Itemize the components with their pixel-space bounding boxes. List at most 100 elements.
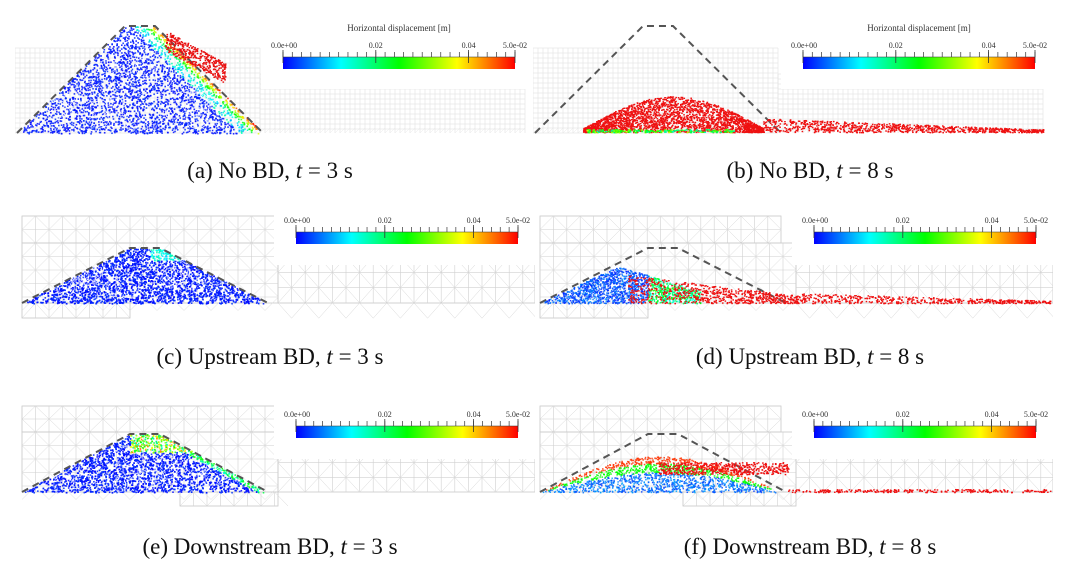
particle bbox=[156, 126, 159, 129]
particle bbox=[96, 128, 99, 131]
particle bbox=[613, 120, 615, 122]
particle bbox=[178, 51, 181, 54]
particle bbox=[630, 126, 632, 129]
particle bbox=[705, 116, 708, 119]
particle bbox=[176, 103, 178, 106]
particle bbox=[89, 81, 92, 84]
particle bbox=[241, 124, 244, 126]
particle bbox=[100, 93, 103, 95]
particle bbox=[127, 51, 130, 53]
particle bbox=[120, 68, 123, 71]
particle bbox=[125, 70, 128, 73]
particle bbox=[149, 39, 151, 42]
particle bbox=[603, 125, 606, 127]
particle bbox=[44, 105, 47, 108]
particle bbox=[140, 61, 143, 64]
particle bbox=[118, 102, 120, 105]
particle bbox=[148, 75, 150, 78]
particle bbox=[149, 82, 152, 85]
particle bbox=[677, 103, 679, 105]
particle bbox=[147, 122, 150, 125]
particle bbox=[629, 126, 631, 128]
particle bbox=[143, 43, 146, 46]
particle bbox=[229, 132, 232, 134]
particle bbox=[67, 118, 70, 120]
particle bbox=[664, 110, 666, 112]
particle bbox=[131, 90, 134, 92]
particle bbox=[650, 103, 652, 105]
particle bbox=[57, 129, 60, 132]
particle bbox=[215, 117, 217, 120]
particle bbox=[654, 115, 657, 118]
particle bbox=[606, 129, 609, 131]
particle bbox=[90, 96, 92, 99]
particle bbox=[121, 29, 124, 31]
particle bbox=[173, 87, 176, 89]
particle bbox=[148, 85, 150, 88]
particle bbox=[691, 101, 693, 103]
particle bbox=[70, 121, 73, 124]
particle bbox=[57, 121, 59, 124]
particle bbox=[620, 126, 622, 129]
particle bbox=[201, 79, 204, 82]
particle bbox=[711, 121, 713, 123]
particle bbox=[121, 98, 124, 101]
particle bbox=[227, 97, 229, 100]
particle bbox=[142, 39, 144, 42]
particle bbox=[626, 108, 629, 110]
particle bbox=[175, 89, 178, 91]
particle bbox=[705, 121, 708, 123]
particle bbox=[81, 85, 83, 88]
particle bbox=[106, 55, 108, 58]
particle bbox=[117, 105, 119, 108]
particle bbox=[628, 121, 631, 123]
particle bbox=[160, 53, 163, 56]
particle bbox=[143, 88, 145, 91]
particle bbox=[113, 49, 115, 51]
particle bbox=[709, 118, 711, 120]
particle bbox=[154, 69, 156, 72]
particle bbox=[694, 108, 696, 110]
particle bbox=[192, 98, 194, 101]
particle bbox=[703, 114, 706, 116]
particle bbox=[131, 83, 133, 85]
particle bbox=[750, 124, 753, 127]
particle bbox=[712, 113, 715, 115]
particle bbox=[123, 87, 126, 90]
particle bbox=[623, 118, 625, 121]
particle bbox=[134, 130, 137, 132]
particle bbox=[107, 116, 109, 119]
particle bbox=[148, 104, 150, 107]
particle bbox=[126, 58, 129, 61]
particle bbox=[85, 116, 88, 119]
particle bbox=[179, 62, 182, 65]
particle bbox=[141, 77, 144, 79]
particle bbox=[735, 120, 738, 122]
particle bbox=[136, 124, 138, 126]
particle bbox=[679, 103, 682, 106]
particle bbox=[121, 95, 123, 98]
particle bbox=[47, 126, 50, 128]
particle bbox=[209, 114, 212, 117]
particle bbox=[654, 130, 657, 132]
particle bbox=[152, 32, 155, 34]
particle bbox=[124, 109, 127, 112]
particle bbox=[675, 104, 677, 106]
particle bbox=[135, 71, 137, 73]
particle bbox=[135, 72, 138, 74]
particle bbox=[652, 106, 655, 108]
particle bbox=[109, 78, 111, 81]
particle bbox=[183, 86, 186, 88]
particle bbox=[730, 111, 733, 114]
particle bbox=[154, 117, 157, 120]
particle bbox=[124, 93, 127, 95]
particle bbox=[121, 88, 123, 91]
particle bbox=[116, 44, 118, 46]
particle bbox=[211, 116, 213, 118]
particle bbox=[681, 104, 684, 106]
particle bbox=[104, 102, 107, 105]
particle bbox=[229, 111, 232, 113]
particle bbox=[68, 88, 70, 90]
particle bbox=[107, 104, 110, 106]
particle bbox=[71, 103, 73, 106]
